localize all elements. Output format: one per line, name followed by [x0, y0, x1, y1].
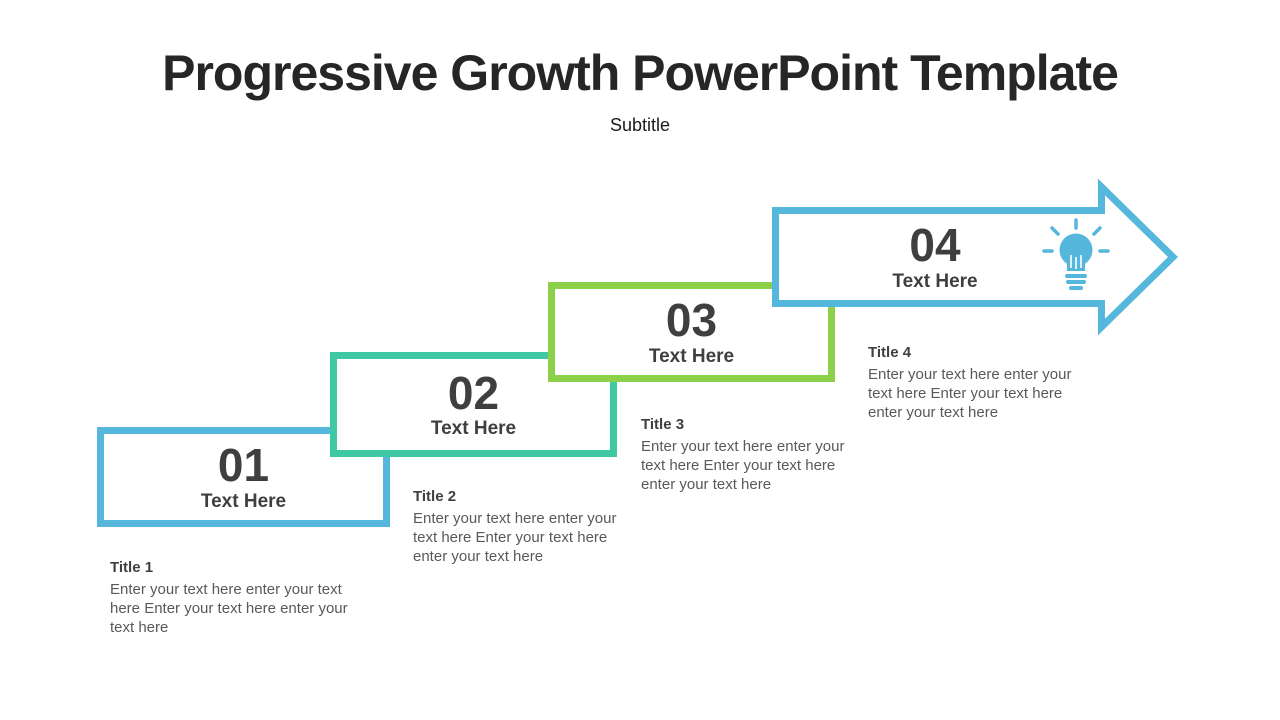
lightbulb-icon	[1042, 218, 1110, 290]
step-4-title: Title 4	[868, 344, 912, 361]
step-2-body-text: Enter your text here enter your text her…	[413, 510, 617, 565]
step-4-arrow-banner	[772, 178, 1179, 336]
step-2-text: Text Here	[430, 418, 517, 440]
step-4-number: 04	[909, 219, 961, 272]
step-3-number: 03	[665, 294, 718, 347]
step-3-title: Title 3	[641, 416, 685, 433]
step-4-text: Text Here	[892, 270, 978, 292]
page-title: Progressive Growth PowerPoint Template	[162, 45, 1119, 101]
step-1-text: Text Here	[200, 490, 287, 512]
step-1-title: Title 1	[110, 559, 154, 576]
step-3-label: 03 Text Here	[548, 282, 835, 382]
step-4-body-text: Enter your text here enter your text her…	[868, 366, 1072, 421]
step-3-body-text: Enter your text here enter your text her…	[641, 438, 845, 493]
step-2-description-block: Title 2 Enter your text here enter your …	[413, 488, 643, 566]
step-2-label: 02 Text Here	[330, 352, 617, 457]
step-2-title: Title 2	[413, 488, 457, 505]
step-1-description-block: Title 1 Enter your text here enter your …	[110, 559, 372, 637]
page-subtitle: Subtitle	[609, 115, 671, 135]
step-4-label: 04 Text Here	[772, 207, 1098, 307]
step-1-number: 01	[217, 439, 270, 492]
step-2-number: 02	[447, 366, 500, 419]
step-1-label: 01 Text Here	[97, 427, 390, 527]
step-4-description-block: Title 4 Enter your text here enter your …	[868, 344, 1098, 422]
step-3-text: Text Here	[648, 345, 735, 367]
step-4-arrow-shape	[772, 178, 1179, 336]
step-1-body-text: Enter your text here enter your text her…	[110, 581, 348, 636]
step-3-description-block: Title 3 Enter your text here enter your …	[641, 416, 871, 494]
